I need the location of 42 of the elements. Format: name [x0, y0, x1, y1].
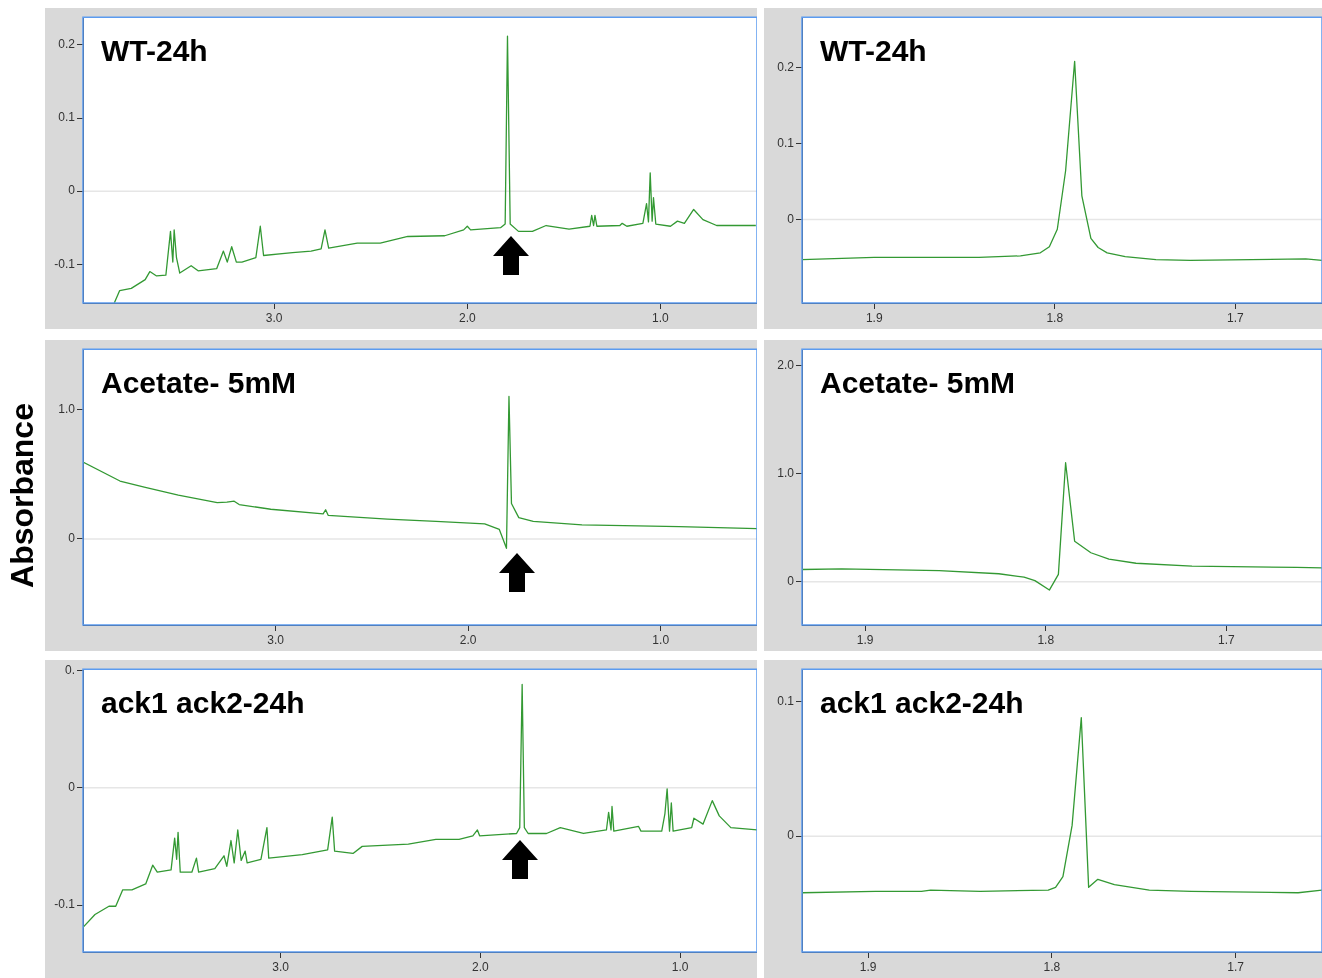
- y-tick-label: -0.1: [54, 897, 76, 912]
- x-tick-label: 1.7: [1217, 632, 1235, 647]
- x-tick-label: 1.0: [652, 310, 670, 325]
- x-tick-label: 2.0: [459, 632, 477, 647]
- y-tick-label: 0.1: [777, 135, 795, 150]
- x-tick-label: 1.9: [859, 959, 877, 974]
- y-tick-label: 0: [787, 211, 795, 226]
- x-tick-label: 1.8: [1037, 632, 1055, 647]
- y-tick-label: 1.0: [58, 401, 76, 416]
- x-tick-label: 1.8: [1043, 959, 1061, 974]
- x-tick-label: 1.9: [856, 632, 874, 647]
- text: Acetate- 5mM: [101, 366, 297, 400]
- y-tick-label: 0.1: [58, 110, 76, 125]
- y-tick-label: 0.1: [777, 693, 795, 708]
- x-tick-label: 3.0: [265, 310, 283, 325]
- x-tick-label: 1.7: [1227, 959, 1245, 974]
- x-tick-label: 1.7: [1226, 310, 1244, 325]
- y-tick-label: 2.0: [777, 357, 795, 372]
- x-tick-label: 1.0: [652, 632, 670, 647]
- text: Acetate- 5mM: [820, 366, 1016, 400]
- y-tick-label: 1.0: [777, 465, 795, 480]
- y-tick-label: 0: [68, 183, 76, 198]
- x-tick-label: 1.0: [671, 959, 689, 974]
- y-tick-label: 0.: [64, 662, 75, 677]
- text: ack1 ack2-24h: [820, 686, 1024, 720]
- x-tick-label: 2.0: [458, 310, 476, 325]
- x-tick-label: 1.8: [1046, 310, 1064, 325]
- x-tick-label: 3.0: [267, 632, 285, 647]
- y-tick-label: 0: [787, 574, 795, 589]
- text: WT-24h: [101, 34, 208, 68]
- y-tick-label: 0: [68, 531, 76, 546]
- y-axis-title: Absorbance: [3, 403, 41, 588]
- y-tick-label: 0.2: [777, 59, 795, 74]
- y-tick-label: -0.1: [54, 256, 76, 271]
- y-tick-label: 0: [787, 828, 795, 843]
- text: WT-24h: [820, 34, 927, 68]
- x-tick-label: 3.0: [272, 959, 290, 974]
- x-tick-label: 2.0: [472, 959, 490, 974]
- y-tick-label: 0: [68, 780, 76, 795]
- x-tick-label: 1.9: [865, 310, 883, 325]
- text: ack1 ack2-24h: [101, 686, 305, 720]
- y-tick-label: 0.2: [58, 37, 76, 52]
